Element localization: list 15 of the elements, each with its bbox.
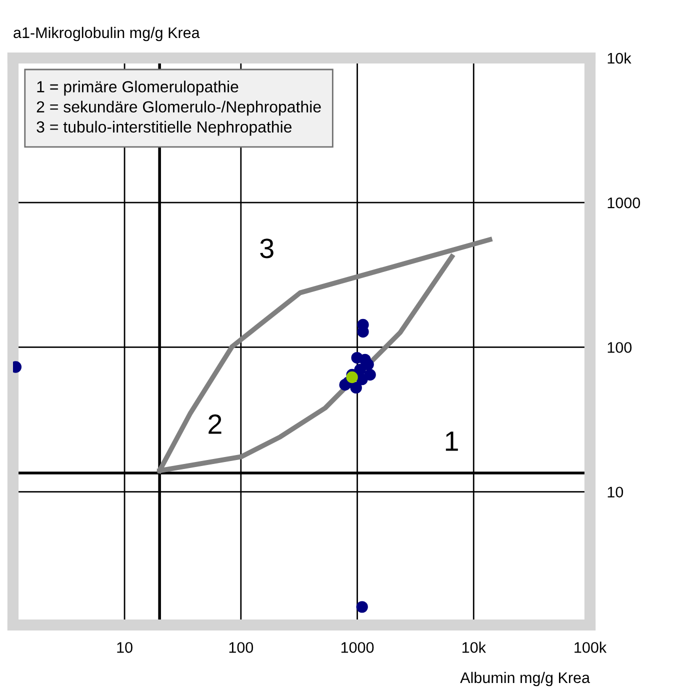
y-tick-label: 10k xyxy=(608,52,632,64)
annotation: 2 xyxy=(208,414,222,434)
annotation: 3 xyxy=(260,238,274,258)
y-tick-label: 100 xyxy=(608,342,632,353)
annotation: 1 xyxy=(446,432,458,451)
x-tick-label: 10k xyxy=(462,642,486,653)
x-tick-label: 100 xyxy=(229,642,254,653)
x-tick-label: 100k xyxy=(574,642,607,653)
x-tick-label: 10 xyxy=(117,642,132,653)
x-axis-title: Albumin mg/g Krea xyxy=(460,672,590,686)
x-tick-label: 1000 xyxy=(341,642,374,653)
annotation: 1 = primäre Glomerulopathie 2 = sekundäre Glomerulo-/Nephropathie 3 = tubulo-interstitielle Nephropathie xyxy=(36,80,321,136)
y-tick-label: 10 xyxy=(608,486,624,498)
y-axis-title: a1-Mikroglobulin mg/g Krea xyxy=(14,26,200,42)
y-tick-label: 1000 xyxy=(608,197,640,208)
